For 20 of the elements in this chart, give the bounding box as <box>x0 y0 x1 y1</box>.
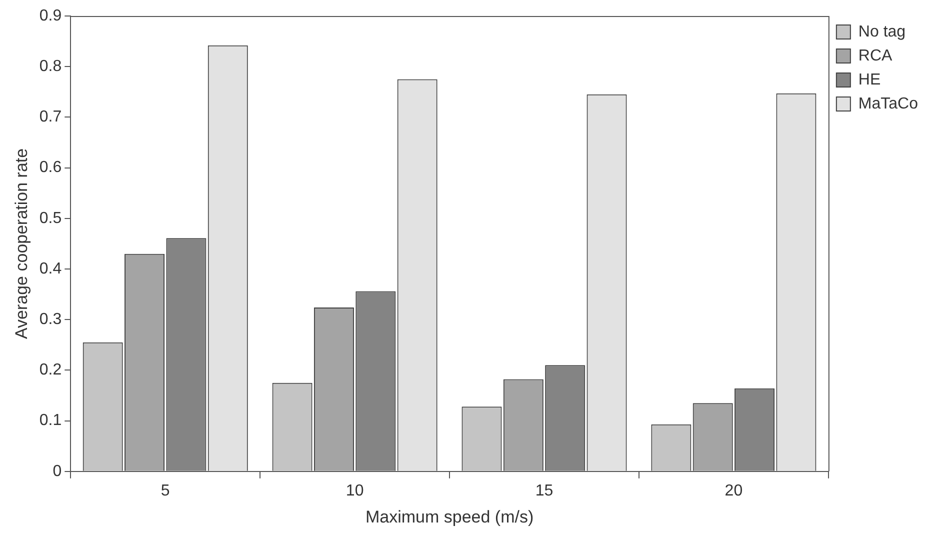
x-axis-title: Maximum speed (m/s) <box>365 507 534 526</box>
y-tick-label: 0.2 <box>39 362 62 379</box>
x-tick-label: 10 <box>346 482 364 500</box>
x-tick-label: 20 <box>724 482 743 500</box>
x-tick-label: 5 <box>160 482 170 500</box>
y-tick-label: 0.8 <box>39 58 62 76</box>
y-tick-label: 0 <box>52 462 62 480</box>
y-axis-title: Average cooperation rate <box>12 148 31 340</box>
legend-label: RCA <box>858 47 893 64</box>
y-tick-label: 0.9 <box>39 7 62 24</box>
y-tick-label: 0.6 <box>39 159 62 176</box>
legend-label: MaTaCo <box>858 95 918 112</box>
y-tick-label: 0.1 <box>39 412 62 430</box>
y-tick-label: 0.7 <box>39 108 62 126</box>
y-tick-label: 0.3 <box>39 311 62 328</box>
y-tick-label: 0.4 <box>39 260 62 278</box>
x-tick-label: 15 <box>535 482 554 500</box>
legend-label: No tag <box>858 23 906 40</box>
legend-label: HE <box>858 71 881 88</box>
y-tick-label: 0.5 <box>39 210 62 227</box>
